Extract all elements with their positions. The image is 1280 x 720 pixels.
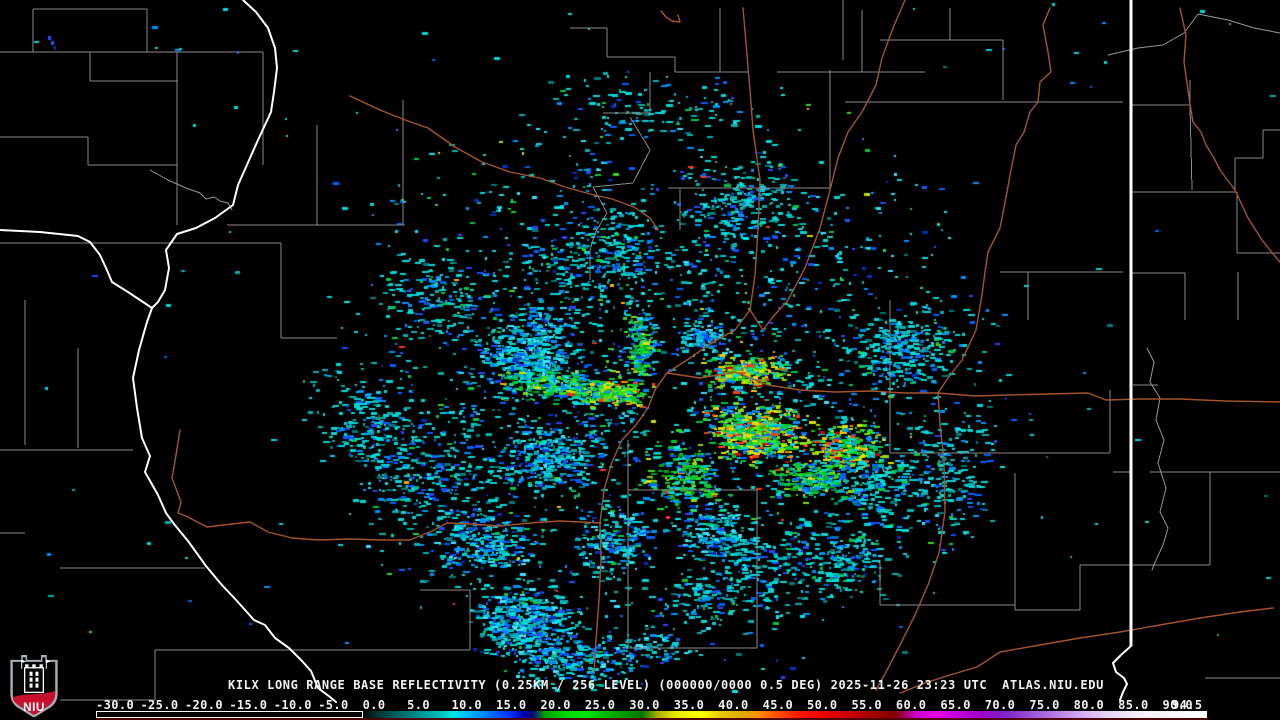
highway-line: [171, 429, 602, 541]
highway-line: [349, 95, 659, 231]
river-line: [1112, 645, 1132, 701]
highway-line: [1179, 7, 1280, 263]
county-boundary-line: [1189, 104, 1193, 191]
highway-line: [875, 7, 1052, 691]
county-boundary-line: [592, 182, 634, 188]
county-boundary-line: [594, 212, 608, 234]
stream-line: [1146, 347, 1169, 571]
highway-line: [749, 0, 906, 331]
highway-line: [593, 7, 761, 673]
highway-line: [660, 10, 681, 23]
highway-line: [666, 371, 1280, 403]
county-boundary-line: [592, 186, 608, 214]
stream-line: [1107, 13, 1280, 56]
county-boundary-line: [629, 116, 651, 151]
county-boundary-line: [589, 232, 596, 251]
stream-line: [149, 169, 233, 211]
river-line: [151, 0, 278, 309]
river-line: [0, 229, 337, 703]
county-boundary-line: [632, 149, 651, 184]
highway-line: [899, 607, 1274, 694]
